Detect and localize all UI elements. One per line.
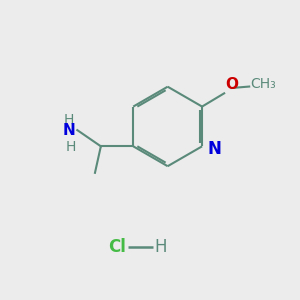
Text: CH₃: CH₃ [251, 77, 276, 92]
Text: Cl: Cl [109, 238, 126, 256]
Text: H: H [63, 112, 74, 127]
Text: H: H [154, 238, 167, 256]
Text: H: H [65, 140, 76, 154]
Text: O: O [226, 77, 238, 92]
Text: N: N [207, 140, 221, 158]
Text: N: N [63, 123, 76, 138]
